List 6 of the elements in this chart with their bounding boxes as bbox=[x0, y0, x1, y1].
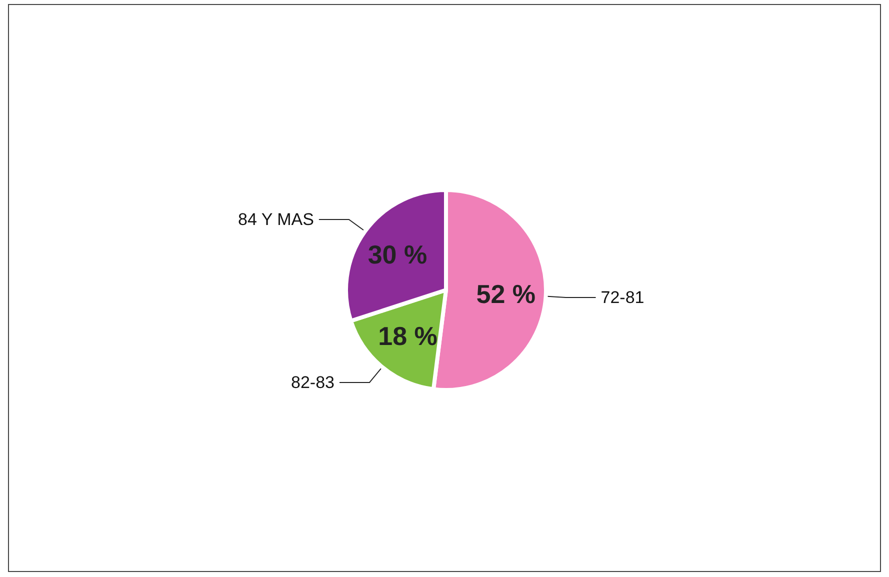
data-label: 30 % bbox=[368, 240, 428, 270]
data-label: 52 % bbox=[476, 278, 536, 309]
slice-label: 72-81 bbox=[600, 288, 644, 308]
slice-label: 84 Y MAS bbox=[238, 210, 314, 229]
data-label: 18 % bbox=[378, 321, 438, 352]
slice-label: 82-83 bbox=[291, 372, 335, 392]
